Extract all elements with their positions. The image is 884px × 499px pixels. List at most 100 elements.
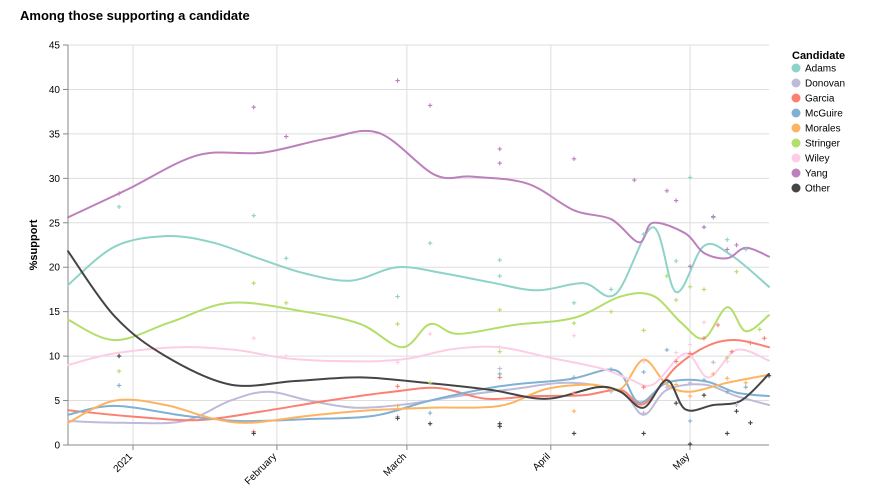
y-tick-label: 10	[49, 352, 61, 363]
point-donovan	[664, 385, 670, 390]
legend-title: Candidate	[792, 50, 845, 62]
point-other	[395, 416, 400, 421]
legend-swatch-morales	[791, 123, 801, 133]
point-adams	[743, 247, 748, 252]
point-wiley	[283, 353, 289, 359]
point-wiley	[725, 359, 730, 364]
series-layer	[67, 129, 770, 425]
y-tick-label: 5	[54, 396, 60, 407]
x-tick-label: April	[531, 451, 553, 473]
point-yang	[571, 156, 577, 161]
legend-swatch-wiley	[791, 153, 801, 163]
legend-swatch-adams	[791, 63, 801, 73]
point-morales	[725, 376, 730, 381]
point-adams	[116, 204, 122, 209]
point-donovan	[711, 360, 716, 365]
points-yang	[116, 78, 739, 269]
point-mcguire	[497, 371, 502, 377]
point-adams	[641, 232, 646, 237]
point-stringer	[687, 284, 693, 289]
points-stringer	[116, 269, 762, 385]
point-stringer	[734, 269, 739, 274]
point-yang	[711, 214, 716, 219]
point-morales	[743, 380, 748, 385]
point-yang	[632, 177, 637, 183]
point-stringer	[664, 273, 670, 279]
point-other	[116, 353, 122, 359]
point-adams	[497, 257, 502, 263]
point-morales	[687, 393, 693, 399]
point-yang	[395, 78, 400, 83]
legend-swatch-yang	[791, 168, 801, 178]
point-garcia	[395, 384, 400, 389]
y-tick-label: 45	[49, 41, 61, 52]
point-wiley	[497, 345, 502, 350]
point-adams	[395, 294, 400, 299]
legend-label-yang: Yang	[805, 169, 828, 180]
point-donovan	[687, 380, 693, 385]
point-adams	[608, 287, 614, 292]
point-yang	[427, 103, 433, 108]
x-tick-label: March	[382, 451, 409, 478]
point-stringer	[497, 307, 502, 313]
trend-line-stringer	[67, 292, 770, 349]
point-stringer	[608, 309, 614, 314]
point-yang	[687, 264, 693, 269]
point-garcia	[729, 349, 735, 354]
point-garcia	[641, 385, 646, 390]
legend-label-adams: Adams	[805, 64, 836, 75]
legend-swatch-donovan	[791, 78, 801, 88]
point-adams	[283, 256, 289, 261]
point-morales	[711, 371, 716, 377]
point-stringer	[427, 380, 433, 385]
point-wiley	[395, 360, 400, 365]
point-wiley	[701, 320, 707, 325]
legend-label-morales: Morales	[805, 124, 841, 135]
points-morales	[395, 358, 748, 414]
point-donovan	[608, 389, 614, 394]
y-tick-label: 35	[49, 129, 61, 140]
y-tick-label: 20	[49, 263, 61, 274]
point-other	[673, 401, 679, 406]
point-donovan	[497, 366, 502, 371]
point-other	[687, 441, 693, 447]
legend-label-other: Other	[805, 184, 831, 195]
point-garcia	[571, 391, 577, 396]
point-wiley	[687, 342, 693, 347]
y-tick-label: 40	[49, 85, 61, 96]
point-wiley	[427, 331, 433, 337]
y-tick-label: 15	[49, 307, 61, 318]
legend-label-mcguire: McGuire	[805, 109, 843, 120]
y-axis-title: %support	[28, 219, 40, 270]
point-mcguire	[571, 375, 577, 380]
point-stringer	[571, 321, 577, 326]
trend-line-adams	[67, 226, 770, 298]
legend: Candidate Adams Donovan Garcia McGuire Moral…	[791, 50, 845, 195]
point-yang	[116, 191, 122, 196]
point-mcguire	[608, 367, 614, 372]
trend-line-garcia	[67, 339, 770, 422]
points-wiley	[251, 320, 730, 365]
point-morales	[673, 382, 679, 387]
point-garcia	[673, 359, 679, 364]
point-garcia	[748, 340, 753, 345]
point-stringer	[251, 281, 256, 286]
point-morales	[571, 409, 577, 414]
points-layer	[116, 78, 772, 447]
points-other	[116, 353, 772, 447]
point-yang	[283, 134, 289, 139]
point-mcguire	[427, 410, 433, 416]
point-mcguire	[116, 383, 122, 388]
point-other	[641, 431, 646, 436]
point-yang	[701, 225, 707, 230]
point-wiley	[571, 333, 577, 338]
y-tick-label: 25	[49, 218, 61, 229]
points-mcguire	[116, 347, 748, 424]
point-other	[748, 420, 753, 425]
trend-line-yang	[67, 129, 770, 260]
point-garcia	[762, 336, 767, 341]
point-mcguire	[687, 418, 693, 424]
points-donovan	[395, 360, 739, 419]
legend-swatch-garcia	[791, 93, 801, 103]
